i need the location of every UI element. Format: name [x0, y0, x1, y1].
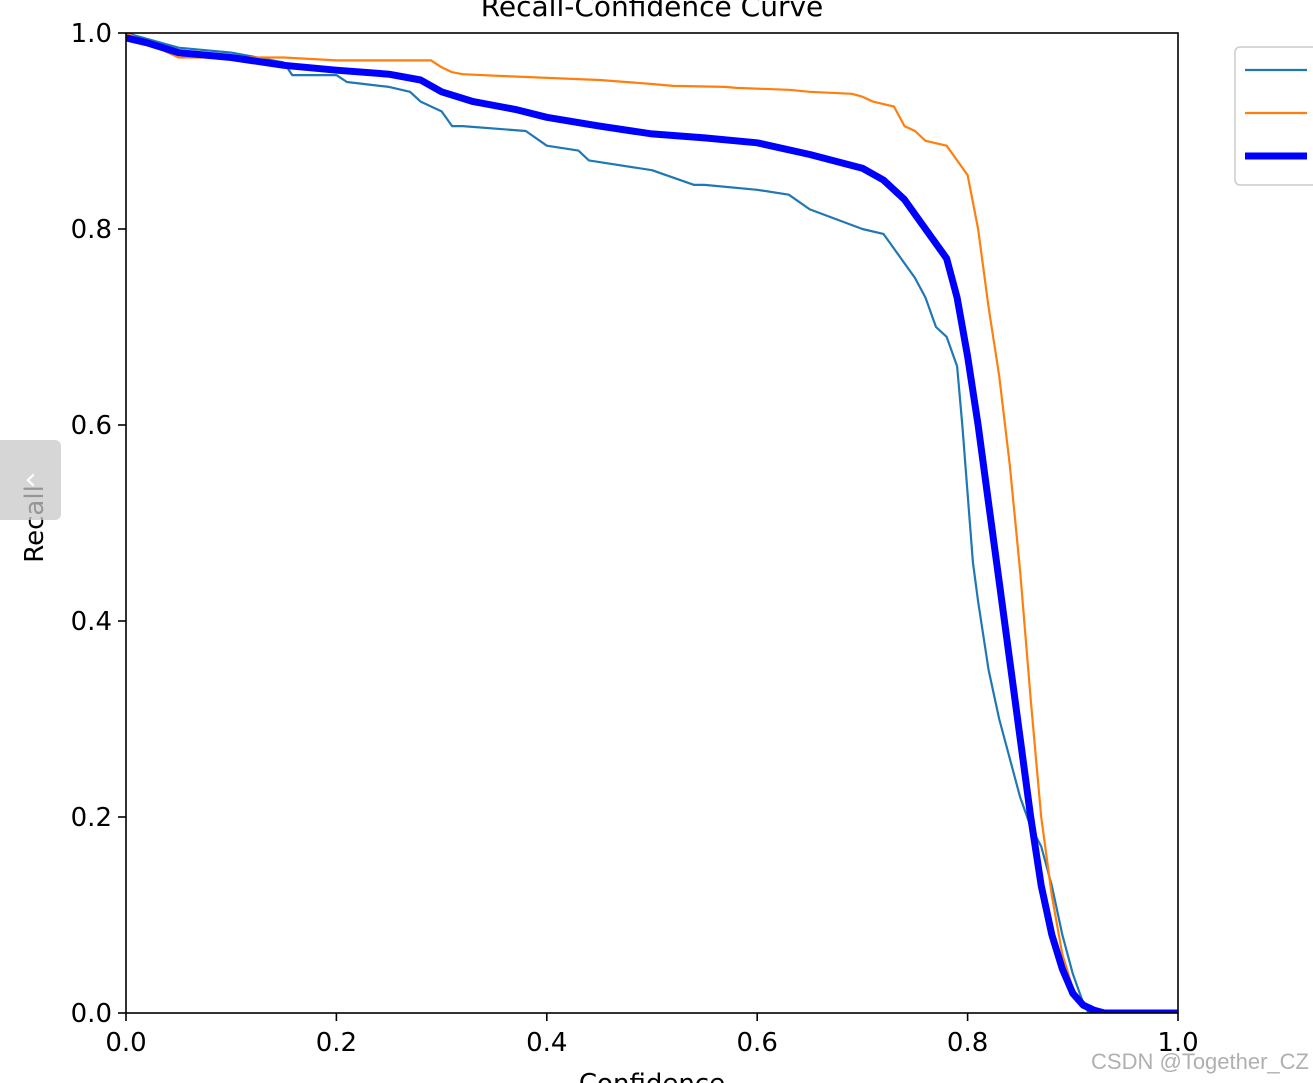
y-tick-label: 0.2 — [71, 803, 112, 833]
x-tick-label: 0.6 — [737, 1028, 778, 1058]
x-tick-label: 0.8 — [947, 1028, 988, 1058]
series-line-3 — [126, 34, 1178, 1013]
y-tick-label: 0.6 — [71, 411, 112, 441]
y-tick-label: 0.8 — [71, 215, 112, 245]
series-line-2 — [126, 33, 1178, 1013]
y-tick-label: 0.4 — [71, 607, 112, 637]
chevron-left-icon: ‹ — [24, 462, 37, 497]
y-tick-label: 1.0 — [71, 19, 112, 49]
x-tick-label: 0.2 — [316, 1028, 357, 1058]
chart-title: Recall-Confidence Curve — [481, 0, 824, 23]
axis-ticks: 0.0 0.2 0.4 0.6 0.8 1.0 0.0 0.2 0.4 0.6 0.8 1.0 — [71, 19, 1199, 1058]
back-button[interactable]: ‹ — [0, 440, 61, 520]
y-tick-label: 0.0 — [71, 999, 112, 1029]
series-layer — [126, 33, 1178, 1013]
x-tick-label: 1.0 — [1157, 1028, 1198, 1058]
legend-box — [1234, 46, 1313, 186]
x-tick-label: 0.4 — [526, 1028, 567, 1058]
watermark: CSDN @Together_CZ — [1091, 1049, 1309, 1074]
series-line-1 — [126, 33, 1178, 1013]
legend — [1234, 46, 1313, 186]
x-axis-label: Confidence — [579, 1069, 725, 1083]
x-tick-label: 0.0 — [105, 1028, 146, 1058]
plot-frame — [125, 32, 1179, 1014]
